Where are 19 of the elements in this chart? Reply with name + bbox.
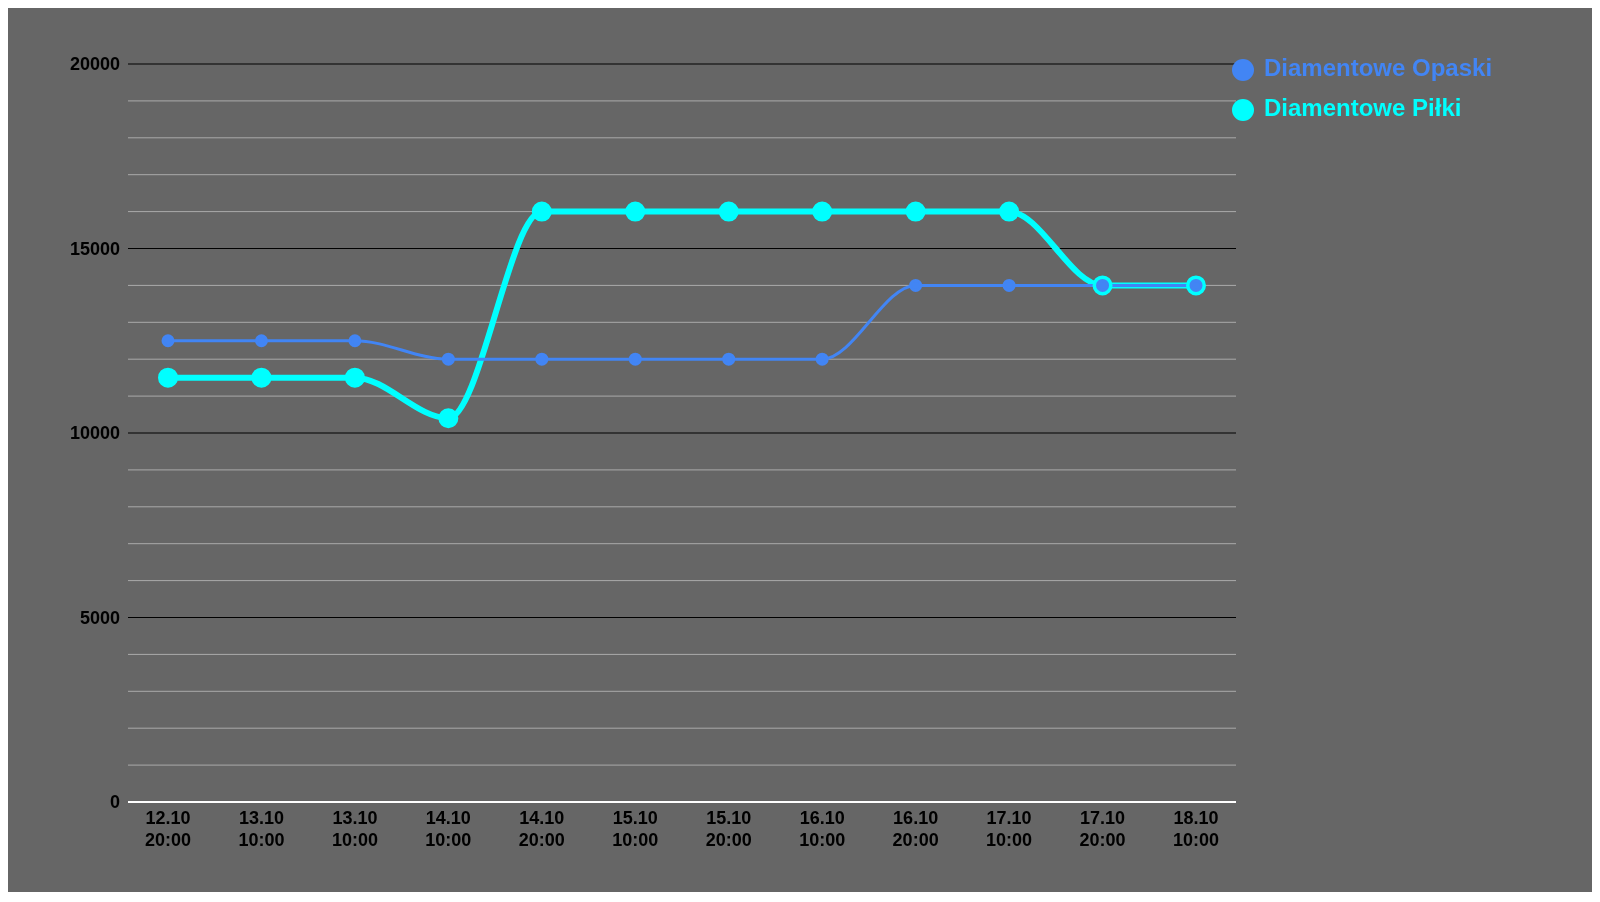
x-tick-label: 16.10 20:00 <box>892 808 939 850</box>
x-tick-label: 15.10 10:00 <box>612 808 659 850</box>
x-tick-label: 13.10 10:00 <box>331 808 378 850</box>
y-tick-label: 5000 <box>79 607 120 628</box>
y-tick-label: 10000 <box>69 423 120 444</box>
legend-label: Diamentowe Opaski <box>1264 54 1493 81</box>
x-tick-label: 16.10 10:00 <box>799 808 846 850</box>
x-tick-label: 14.10 20:00 <box>518 808 565 850</box>
x-tick-label: 15.10 20:00 <box>705 808 752 850</box>
x-tick-label: 17.10 10:00 <box>986 808 1033 850</box>
x-tick-label: 13.10 10:00 <box>238 808 285 850</box>
y-tick-label: 0 <box>109 792 120 813</box>
y-tick-label: 20000 <box>69 54 120 75</box>
x-tick-label: 12.10 20:00 <box>144 808 192 850</box>
x-tick-label: 14.10 10:00 <box>425 808 472 850</box>
y-tick-label: 15000 <box>69 238 120 259</box>
legend-label: Diamentowe Piłki <box>1264 94 1462 121</box>
x-tick-label: 17.10 20:00 <box>1079 808 1126 850</box>
x-tick-label: 18.10 10:00 <box>1172 808 1220 850</box>
